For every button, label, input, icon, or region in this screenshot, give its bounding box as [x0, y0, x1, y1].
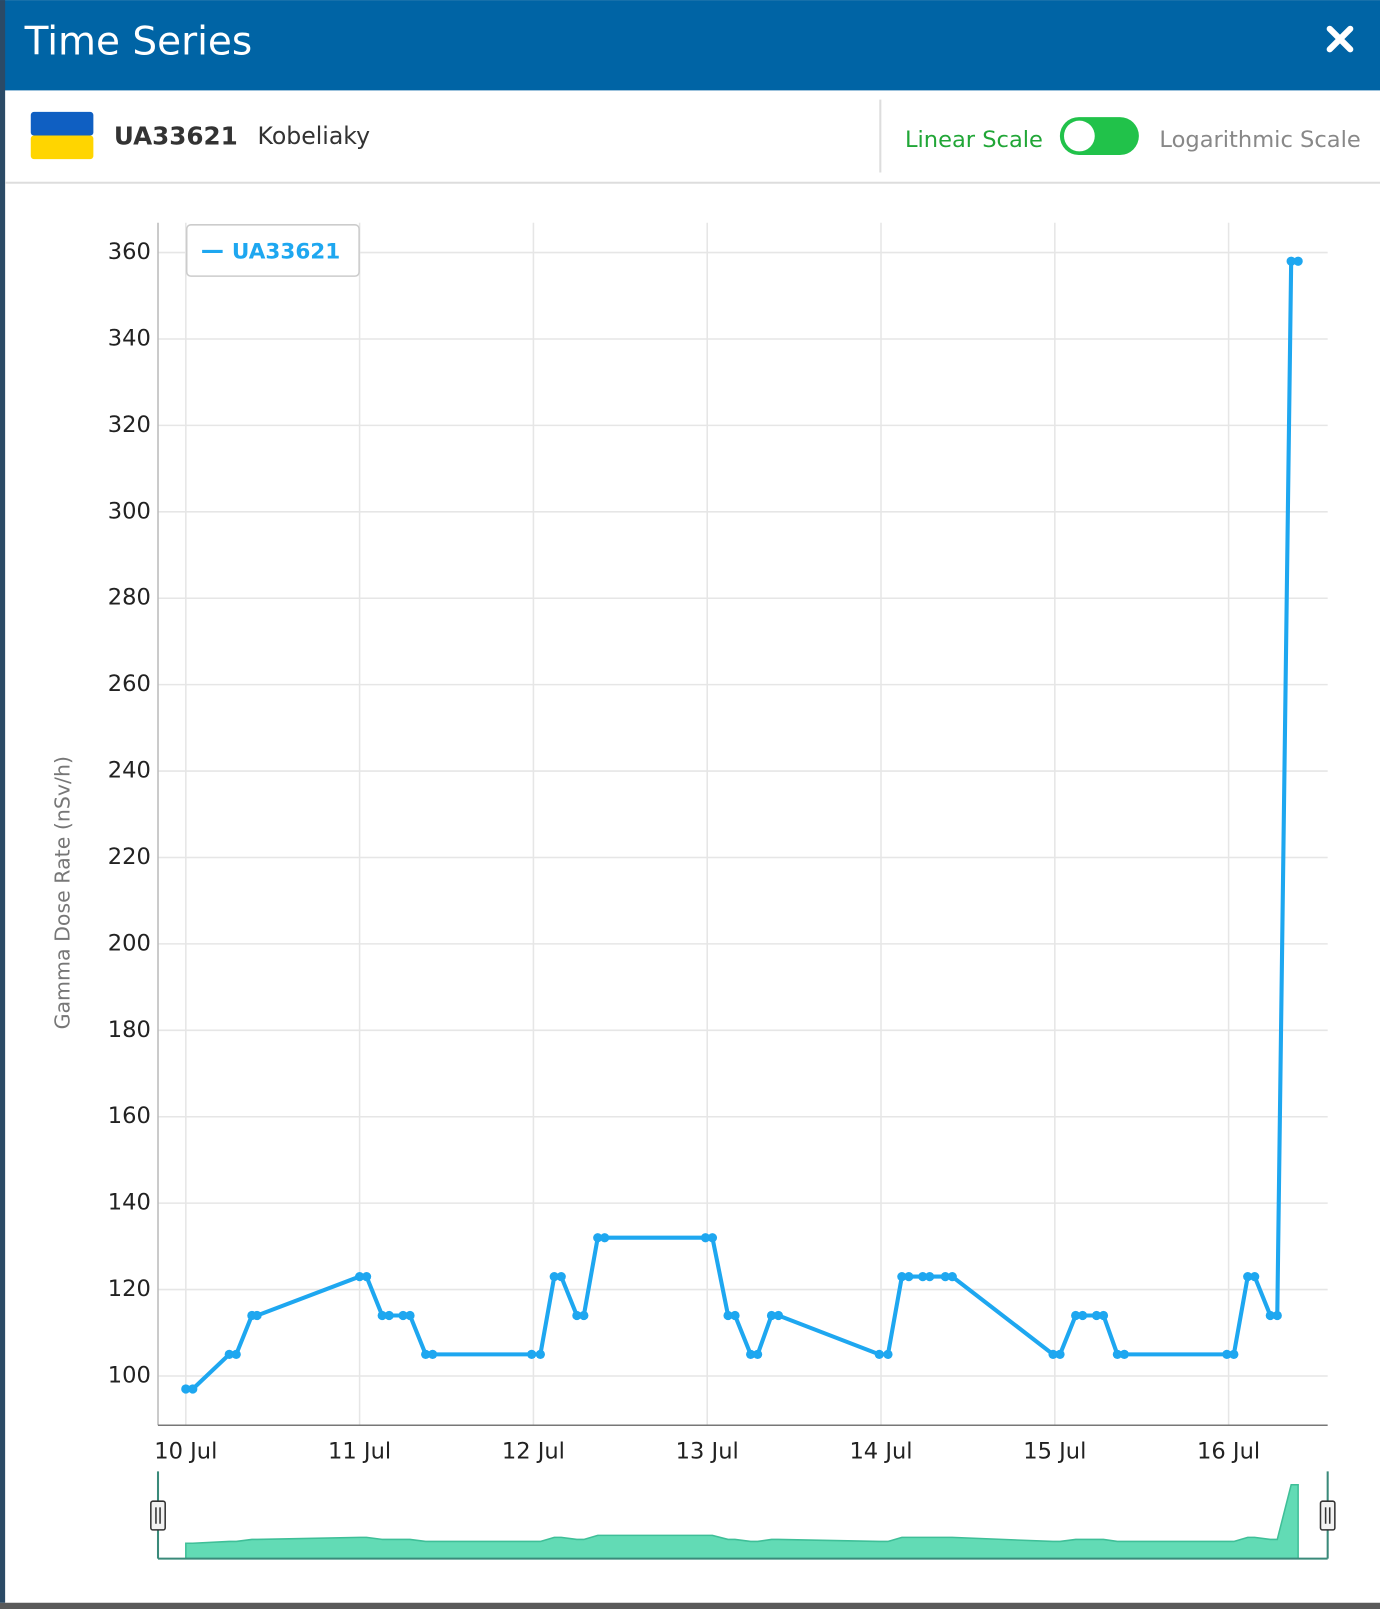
y-tick-label: 340 — [108, 325, 151, 351]
y-tick-label: 200 — [108, 930, 151, 956]
y-tick-label: 100 — [108, 1362, 151, 1388]
dialog-title: Time Series — [24, 20, 253, 65]
data-point — [897, 1271, 907, 1282]
data-point — [1243, 1271, 1253, 1282]
data-point — [421, 1349, 431, 1359]
header-bar — [0, 0, 1380, 91]
data-point — [549, 1271, 559, 1282]
data-point — [940, 1271, 950, 1282]
data-point — [773, 1310, 784, 1321]
data-point — [707, 1233, 718, 1243]
station-id: UA33621 — [114, 122, 238, 151]
data-point — [730, 1310, 740, 1321]
y-tick-label: 180 — [108, 1017, 151, 1043]
data-point — [1119, 1349, 1129, 1359]
data-point — [1077, 1310, 1088, 1321]
data-point — [904, 1271, 914, 1282]
data-point — [883, 1349, 893, 1359]
navigator-area — [185, 1483, 1299, 1560]
navigator-handle[interactable] — [150, 1500, 166, 1531]
y-tick-label: 120 — [108, 1276, 151, 1302]
linear-scale-label[interactable]: Linear Scale — [905, 127, 1043, 153]
legend-label: UA33621 — [232, 240, 340, 265]
data-point — [1286, 256, 1296, 266]
data-point — [766, 1310, 777, 1321]
y-tick-label: 280 — [108, 585, 151, 611]
x-tick-label: 14 Jul — [849, 1438, 912, 1464]
data-point — [947, 1271, 957, 1282]
data-point — [1091, 1310, 1102, 1321]
data-point — [377, 1310, 387, 1321]
data-point — [874, 1349, 884, 1359]
legend-box — [185, 224, 360, 277]
data-point — [252, 1310, 262, 1321]
data-point — [1098, 1310, 1109, 1321]
data-point — [231, 1349, 241, 1359]
data-point — [1071, 1310, 1081, 1321]
scale-toggle[interactable] — [1059, 117, 1139, 156]
data-point — [224, 1349, 234, 1359]
data-point — [405, 1310, 415, 1321]
data-point — [579, 1310, 589, 1321]
data-point — [918, 1271, 928, 1282]
plot: 100 120 140 160 180 200 220 240 260 280 300 320 340 3… — [51, 222, 1336, 1560]
x-tick-label: 12 Jul — [502, 1438, 565, 1464]
navigator-handle[interactable] — [1319, 1500, 1336, 1531]
data-point — [361, 1271, 372, 1282]
data-point — [925, 1271, 935, 1282]
data-point — [181, 1384, 191, 1394]
y-tick-label: 220 — [108, 844, 151, 870]
data-point — [752, 1349, 763, 1359]
y-axis-title: Gamma Dose Rate (nSv/h) — [51, 756, 75, 1029]
data-point — [572, 1310, 582, 1321]
data-point — [1293, 256, 1303, 266]
data-point — [1222, 1349, 1232, 1359]
data-point — [1048, 1349, 1058, 1359]
data-point — [188, 1384, 198, 1394]
data-point — [723, 1310, 733, 1321]
data-point — [1112, 1349, 1122, 1359]
y-tick-label: 240 — [108, 758, 151, 784]
y-tick-label: 260 — [108, 671, 151, 697]
data-point — [1055, 1349, 1065, 1359]
flag — [30, 111, 94, 160]
data-point — [746, 1349, 756, 1359]
x-tick-label: 15 Jul — [1023, 1438, 1086, 1464]
data-point — [556, 1271, 566, 1282]
y-tick-label: 140 — [108, 1190, 151, 1216]
y-tick-label: 160 — [108, 1103, 151, 1129]
data-point — [1229, 1349, 1239, 1359]
log-scale-label[interactable]: Logarithmic Scale — [1159, 127, 1360, 153]
data-point — [384, 1310, 394, 1321]
data-point — [1265, 1310, 1275, 1321]
data-point — [593, 1233, 603, 1243]
data-point — [1272, 1310, 1282, 1321]
x-tick-label: 16 Jul — [1197, 1438, 1260, 1464]
data-point — [1250, 1271, 1260, 1282]
y-tick-label: 300 — [108, 498, 151, 524]
x-tick-label: 13 Jul — [676, 1438, 739, 1464]
data-point — [527, 1349, 537, 1359]
handle-body — [150, 1500, 166, 1531]
data-point — [600, 1233, 610, 1243]
data-point — [354, 1271, 365, 1282]
data-point — [427, 1349, 438, 1359]
data-point — [700, 1233, 711, 1243]
close-button[interactable] — [1326, 25, 1354, 53]
y-tick-label: 320 — [108, 412, 151, 438]
x-tick-label: 11 Jul — [328, 1438, 391, 1464]
station-name: Kobeliaky — [258, 122, 371, 150]
handle-body — [1319, 1500, 1336, 1531]
left-edge — [0, 0, 6, 1603]
data-point — [398, 1310, 408, 1321]
data-point — [535, 1349, 545, 1359]
x-tick-label: 10 Jul — [154, 1438, 217, 1464]
y-tick-label: 360 — [108, 239, 151, 265]
